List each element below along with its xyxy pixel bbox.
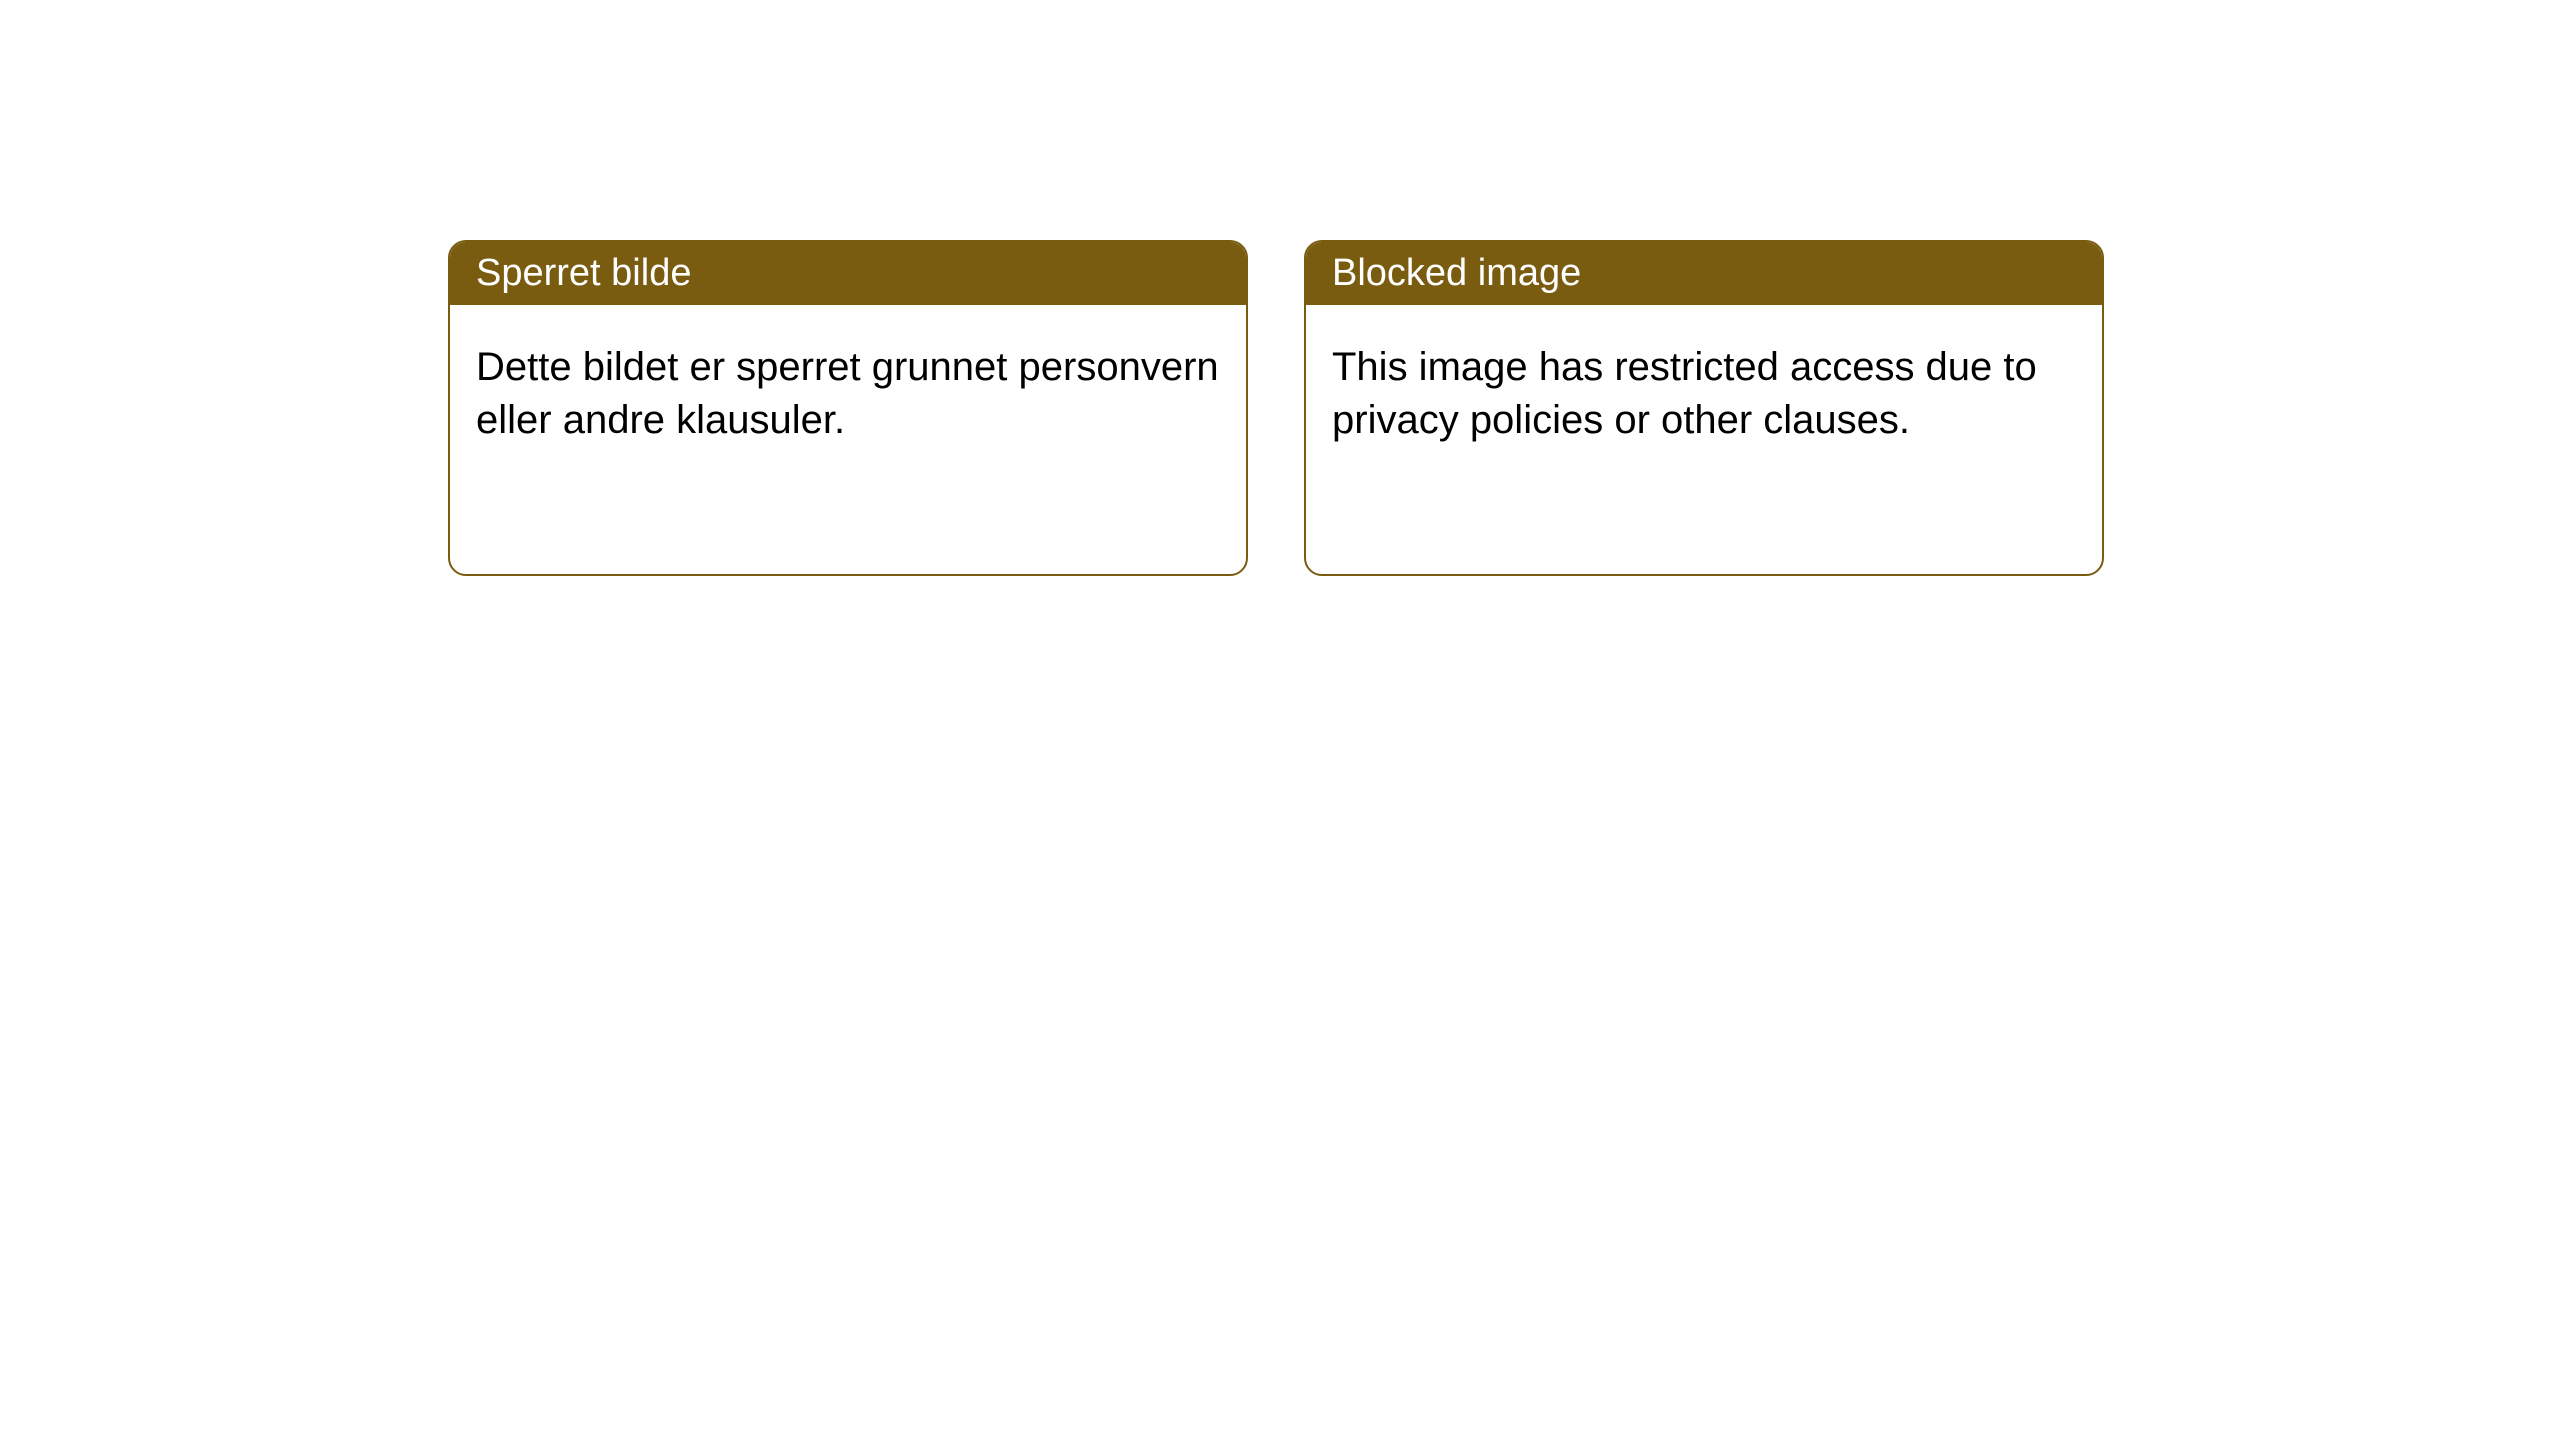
card-header-en: Blocked image: [1306, 242, 2102, 305]
blocked-image-card-en: Blocked image This image has restricted …: [1304, 240, 2104, 576]
card-message-no: Dette bildet er sperret grunnet personve…: [476, 345, 1219, 442]
card-message-en: This image has restricted access due to …: [1332, 345, 2037, 442]
card-body-no: Dette bildet er sperret grunnet personve…: [450, 305, 1246, 483]
card-title-en: Blocked image: [1332, 252, 1581, 294]
blocked-image-card-no: Sperret bilde Dette bildet er sperret gr…: [448, 240, 1248, 576]
card-title-no: Sperret bilde: [476, 252, 691, 294]
card-header-no: Sperret bilde: [450, 242, 1246, 305]
notice-container: Sperret bilde Dette bildet er sperret gr…: [0, 0, 2560, 576]
card-body-en: This image has restricted access due to …: [1306, 305, 2102, 483]
